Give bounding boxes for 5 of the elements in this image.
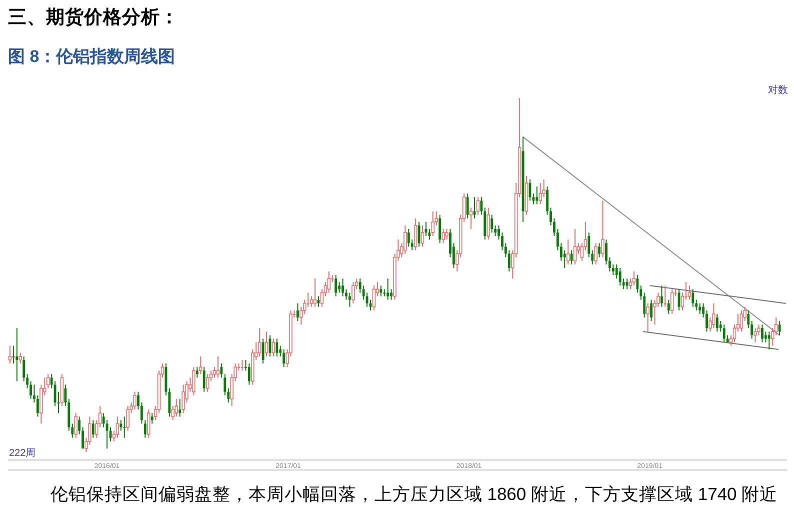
text: 伦铝保持区间偏弱盘整，本周小幅回落，上方压力区域 1860 附近，下方支撑区域 1740 附近 bbox=[50, 484, 778, 504]
chart-subtitle: 图 8：伦铝指数周线图 bbox=[8, 47, 176, 66]
chart-title: 三、期货价格分析： bbox=[8, 6, 179, 27]
annotation: 222周 bbox=[9, 448, 36, 459]
text: 对数 bbox=[768, 84, 788, 96]
